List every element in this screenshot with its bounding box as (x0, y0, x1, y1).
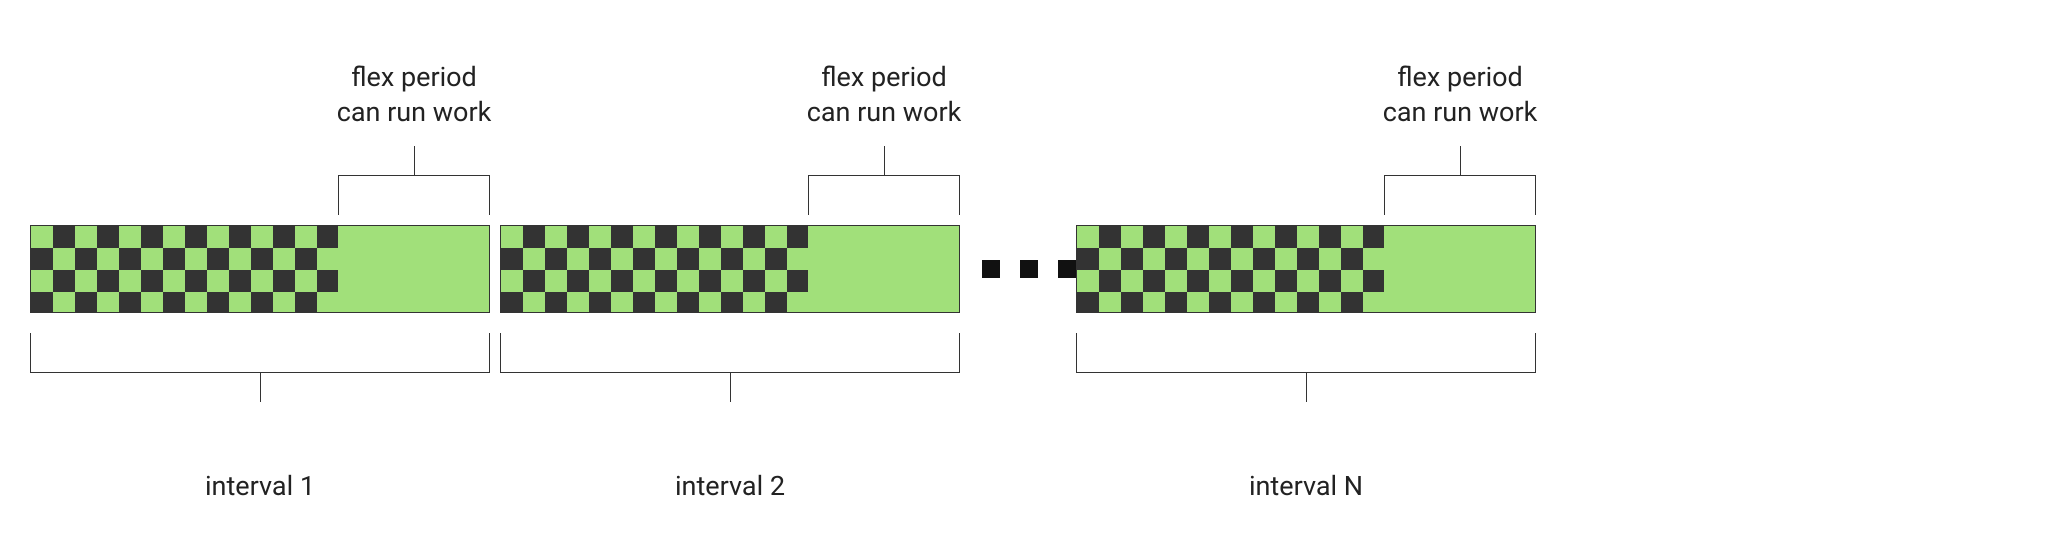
interval-bracket-bottom-n (1076, 333, 1536, 373)
flex-label-n: flex period can run work (1383, 60, 1538, 130)
ellipsis-icon (982, 260, 1076, 278)
flex-label-1-line1: flex period (351, 61, 477, 93)
interval-1-checker (31, 226, 338, 312)
interval-label-1: interval 1 (205, 470, 315, 502)
interval-bar-n (1076, 225, 1536, 313)
flex-label-n-line2: can run work (1383, 96, 1538, 128)
interval-2-checker (501, 226, 808, 312)
ellipsis-dot (982, 260, 1000, 278)
flex-bracket-top-1 (338, 175, 490, 215)
interval-bar-1 (30, 225, 490, 313)
interval-n-checker (1077, 226, 1384, 312)
flex-label-2-line1: flex period (821, 61, 947, 93)
flex-label-n-line1: flex period (1397, 61, 1523, 93)
ellipsis-dot (1058, 260, 1076, 278)
diagram-canvas: flex period can run work interval 1 flex… (0, 0, 2070, 552)
flex-label-2: flex period can run work (807, 60, 962, 130)
ellipsis-dot (1020, 260, 1038, 278)
interval-bar-2 (500, 225, 960, 313)
interval-label-n: interval N (1249, 470, 1363, 502)
interval-2-flex (808, 226, 959, 312)
flex-label-2-line2: can run work (807, 96, 962, 128)
interval-label-2: interval 2 (675, 470, 785, 502)
flex-bracket-top-n (1384, 175, 1536, 215)
flex-bracket-top-2 (808, 175, 960, 215)
flex-label-1: flex period can run work (337, 60, 492, 130)
interval-1-flex (338, 226, 489, 312)
interval-bracket-bottom-1 (30, 333, 490, 373)
flex-label-1-line2: can run work (337, 96, 492, 128)
interval-bracket-bottom-2 (500, 333, 960, 373)
interval-n-flex (1384, 226, 1535, 312)
